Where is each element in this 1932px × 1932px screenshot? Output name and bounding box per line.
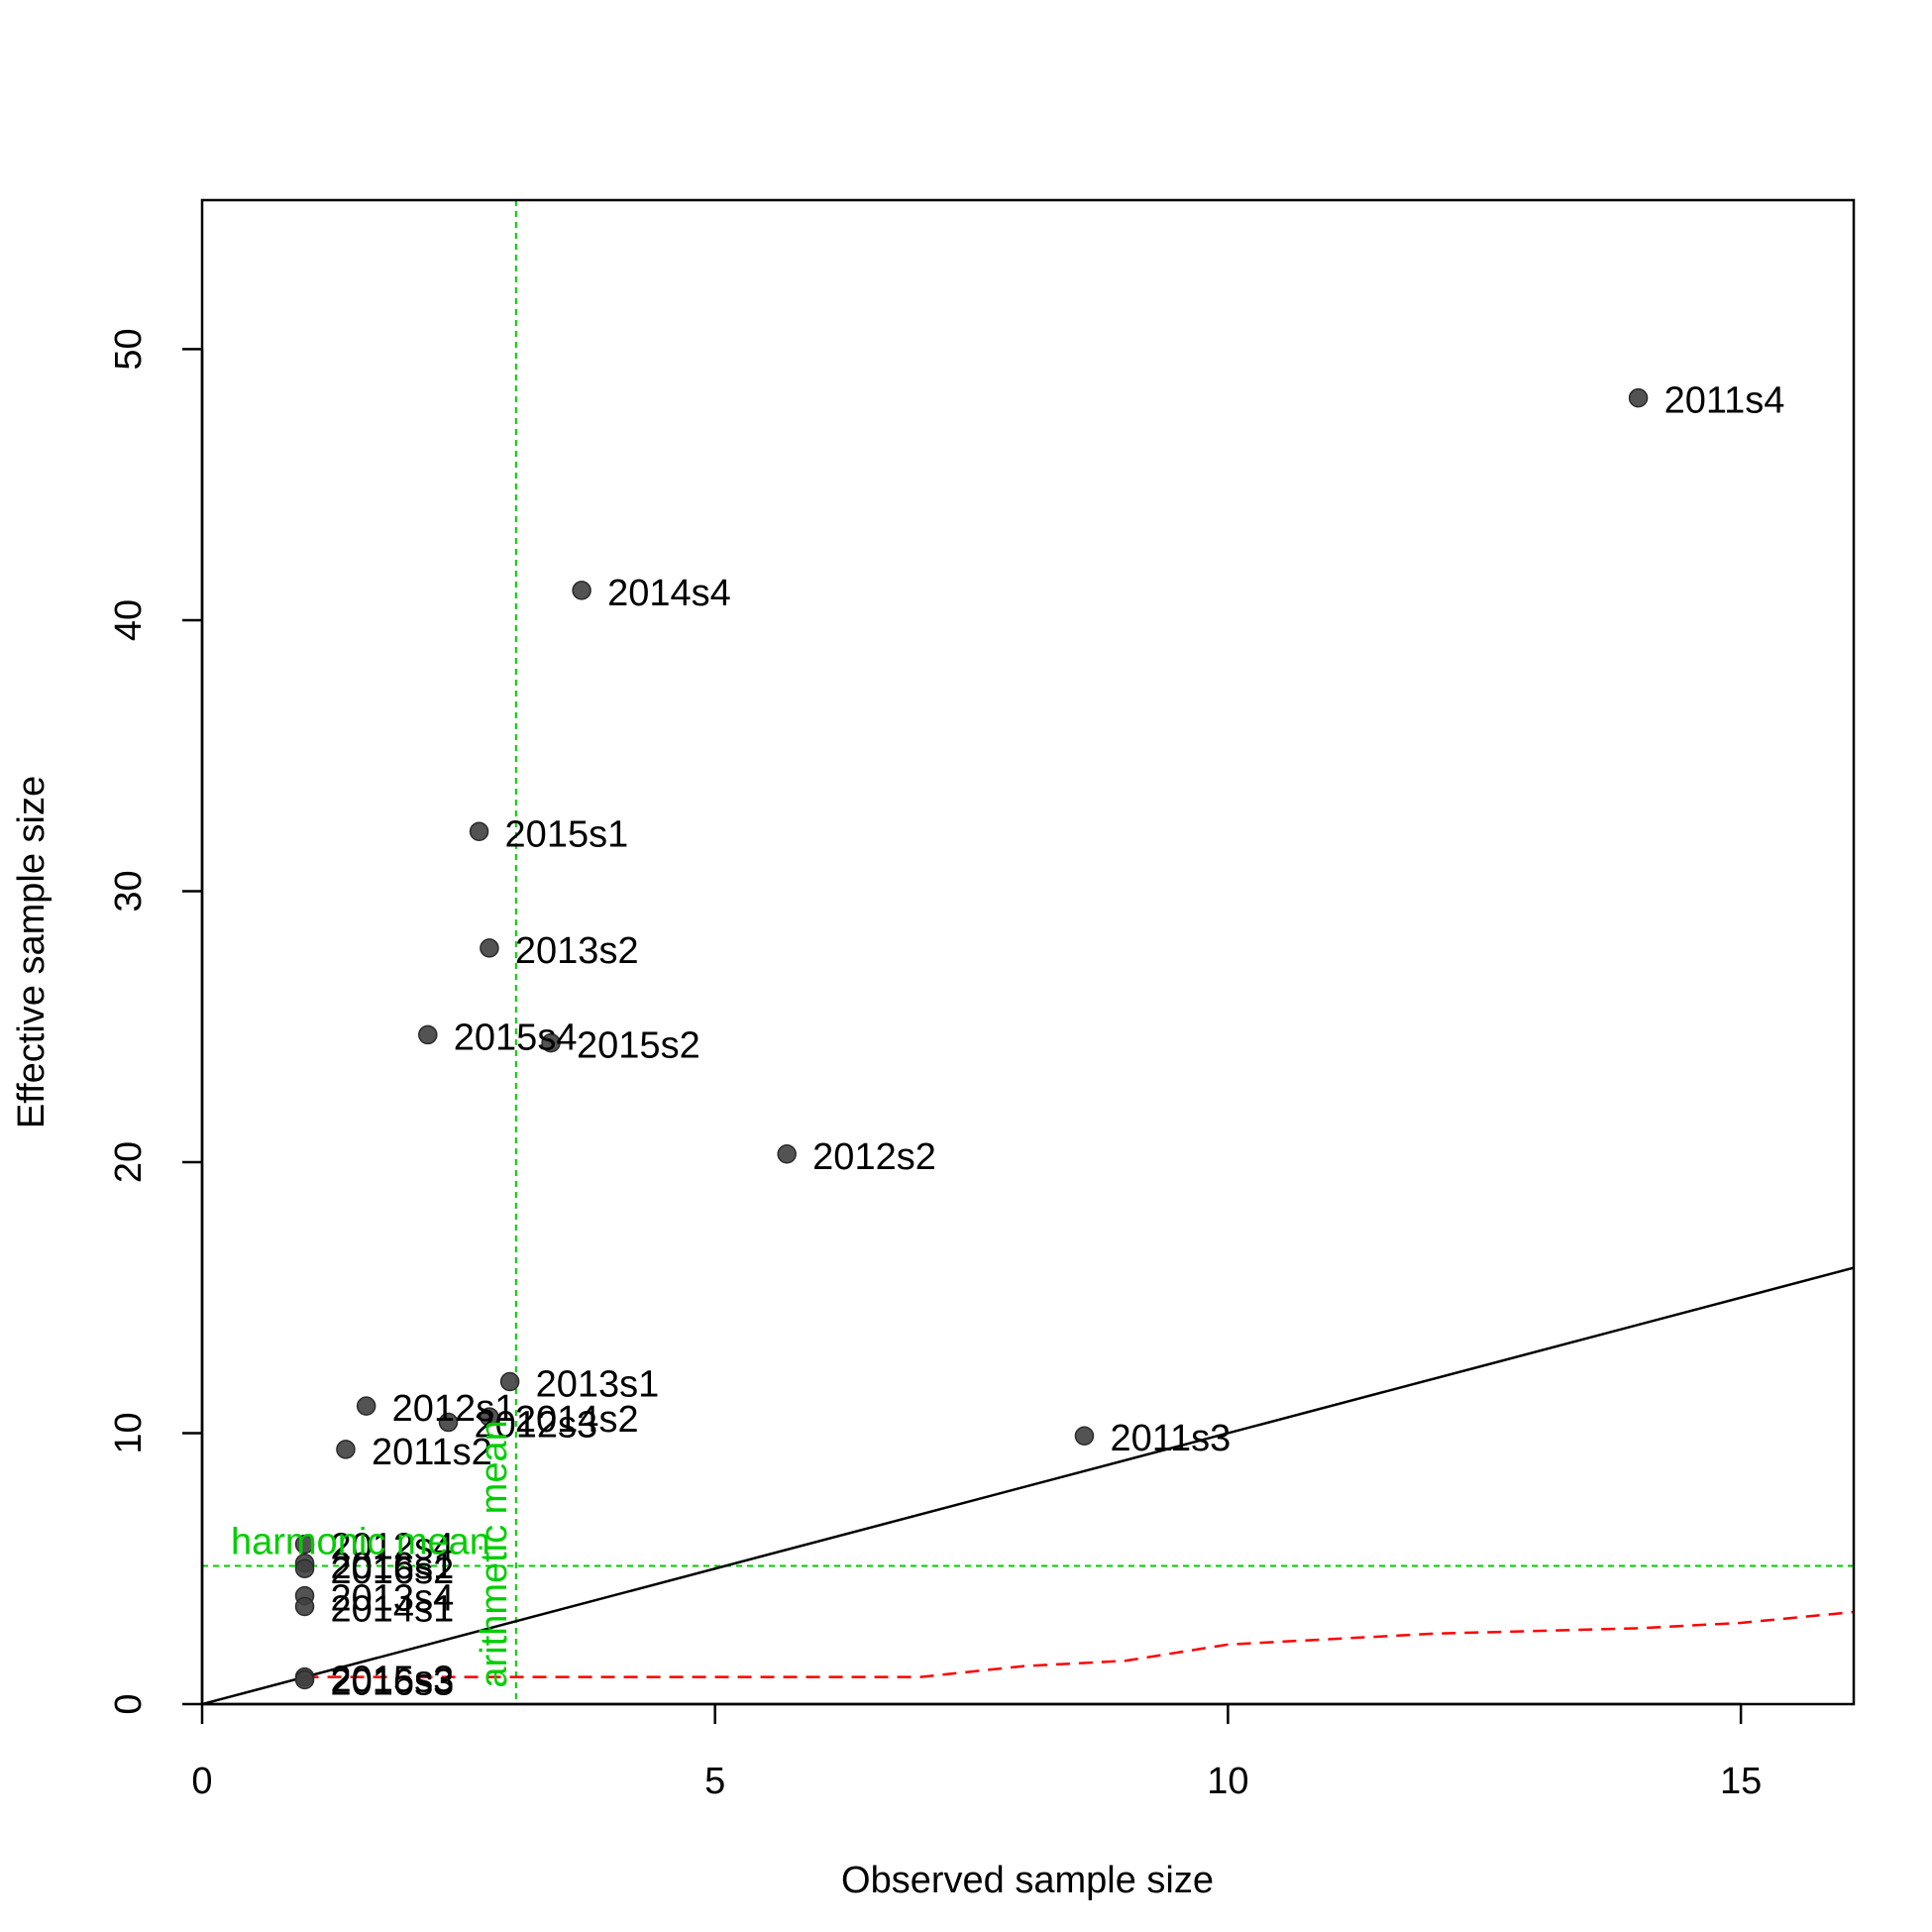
identity-line	[202, 1266, 1854, 1704]
point-label: 2012s1	[392, 1388, 516, 1430]
point-label: 2013s4	[331, 1578, 455, 1620]
x-tick-label: 0	[191, 1761, 212, 1802]
data-point	[572, 581, 591, 600]
point-label: 2016s3	[331, 1662, 455, 1703]
data-point	[541, 1032, 561, 1053]
data-point	[777, 1144, 797, 1164]
x-tick-label: 5	[704, 1761, 725, 1802]
point-label: 2012s3	[474, 1405, 597, 1447]
x-axis-title: Observed sample size	[841, 1860, 1214, 1901]
point-label: 2012s2	[812, 1136, 936, 1178]
data-point	[294, 1596, 315, 1617]
data-point	[294, 1558, 315, 1578]
point-label: 2014s1	[331, 1589, 455, 1631]
point-label: 2011s3	[1110, 1418, 1231, 1459]
y-tick-label: 30	[108, 870, 150, 912]
y-axis-title: Effective sample size	[11, 776, 53, 1128]
data-point	[480, 938, 499, 958]
point-label: 2014s2	[515, 1399, 639, 1441]
data-point	[1074, 1426, 1095, 1446]
point-label: 2015s2	[577, 1025, 700, 1067]
point-label: 2012s4	[331, 1527, 455, 1568]
y-tick-label: 50	[108, 328, 150, 370]
point-label: 2016s2	[331, 1551, 455, 1592]
point-label: 2015s1	[505, 813, 629, 855]
harmonic-mean-label: harmonic mean	[231, 1522, 490, 1563]
data-point	[294, 1534, 315, 1555]
axes: 2011s4 2014s4 2015s1 2013s2 2015s4 2015s2 2012…	[108, 328, 1784, 1802]
point-label: 2016s1	[331, 1546, 455, 1587]
plot-frame	[200, 198, 1856, 1706]
point-label: 2011s2	[372, 1432, 492, 1473]
data-point	[294, 1669, 315, 1690]
plot-layer	[202, 200, 1854, 1704]
point-label: 2013s2	[515, 930, 639, 972]
y-tick-label: 20	[108, 1141, 150, 1183]
data-point	[438, 1412, 459, 1433]
x-tick-label: 10	[1207, 1761, 1248, 1802]
y-tick-label: 10	[108, 1412, 150, 1453]
y-tick-label: 40	[108, 599, 150, 641]
arithmetic-mean-label: arithmetic mean	[474, 1420, 515, 1687]
data-point	[418, 1024, 438, 1045]
y-tick-label: 0	[108, 1693, 150, 1714]
data-point	[469, 821, 489, 842]
point-label: 2015s4	[454, 1017, 578, 1058]
data-point	[499, 1371, 520, 1392]
point-label: 2015s3	[331, 1660, 455, 1701]
x-tick-label: 15	[1720, 1761, 1762, 1802]
point-label: 2014s4	[607, 573, 731, 614]
data-point	[356, 1396, 376, 1416]
point-label: 2013s1	[536, 1364, 660, 1406]
data-point	[1628, 387, 1649, 408]
point-label: 2011s4	[1664, 380, 1785, 422]
data-point	[336, 1440, 356, 1459]
red-dashed-line	[304, 1610, 1854, 1678]
data-point	[480, 1407, 499, 1427]
